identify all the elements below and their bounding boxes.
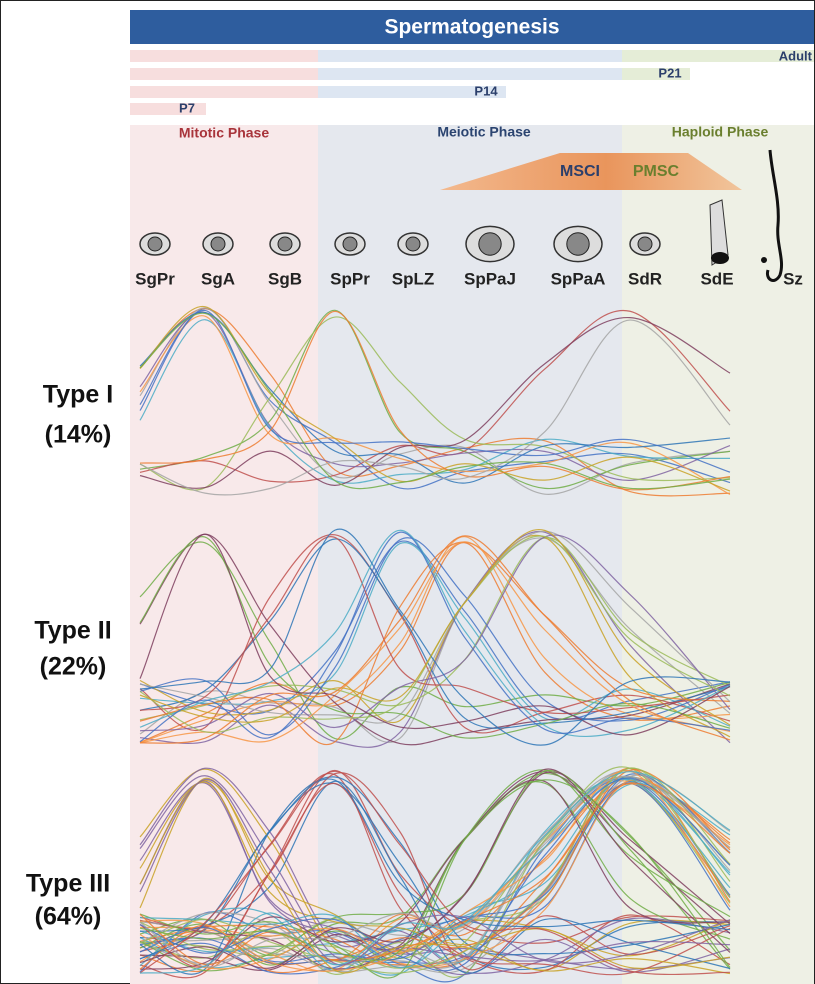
profile-line <box>139 541 731 744</box>
sperm-icon <box>765 149 784 282</box>
profile-line <box>139 309 731 483</box>
profile-line <box>139 309 731 490</box>
title-bar <box>130 10 814 44</box>
profile-line <box>139 306 731 492</box>
cell-body <box>709 199 729 266</box>
profile-line <box>139 777 731 972</box>
profile-line <box>139 768 731 971</box>
cell-nucleus <box>566 232 590 256</box>
title: Spermatogenesis <box>384 16 559 39</box>
profile-line <box>139 537 731 736</box>
profile-line <box>139 542 731 727</box>
phase-label: Meiotic Phase <box>437 124 531 140</box>
group-name: Type I <box>43 381 113 409</box>
profile-line <box>139 769 731 979</box>
cell-label: SgPr <box>135 269 175 288</box>
profile-line <box>139 776 731 975</box>
profile-line <box>139 315 731 495</box>
profile-line <box>139 537 731 743</box>
profile-line <box>139 316 731 491</box>
age-label: P7 <box>179 100 195 115</box>
profile-line <box>139 528 731 726</box>
profile-line <box>139 311 731 481</box>
age-label: P21 <box>658 65 681 80</box>
cell-label: SgB <box>268 269 302 288</box>
profile-line <box>139 534 731 738</box>
profile-line <box>139 770 731 976</box>
profile-line <box>139 531 731 743</box>
profile-line <box>139 772 731 971</box>
age-bars <box>130 50 814 115</box>
profile-line <box>139 772 731 974</box>
cell-label: SdR <box>628 269 662 288</box>
profile-line <box>139 530 731 748</box>
cell-nucleus <box>478 232 502 256</box>
cell-label: SdE <box>700 269 733 288</box>
sperm-head <box>761 257 767 263</box>
profile-line <box>139 312 731 490</box>
age-label: Adult <box>779 48 813 63</box>
cell-icons <box>139 199 729 266</box>
profile-line <box>139 768 731 969</box>
cell-label: Sz <box>783 269 803 288</box>
profile-line <box>139 317 731 489</box>
profile-line <box>139 533 731 736</box>
msci-label: MSCI <box>560 163 600 180</box>
profile-line <box>139 535 731 744</box>
phase-label: Haploid Phase <box>672 124 769 140</box>
profile-line <box>139 528 731 746</box>
profile-line <box>139 782 731 971</box>
cell-label: SpPr <box>330 269 370 288</box>
profile-line <box>139 536 731 715</box>
profile-line <box>139 778 731 969</box>
profile-line <box>139 537 731 721</box>
pmsc-label: PMSC <box>633 163 680 180</box>
cell-nucleus <box>147 236 163 252</box>
profile-line <box>139 776 731 978</box>
cell-nucleus <box>277 236 293 252</box>
profile-line <box>139 782 731 966</box>
phase-label: Mitotic Phase <box>179 125 269 141</box>
profile-line <box>139 782 731 976</box>
profile-line <box>139 778 731 966</box>
group-name: Type III <box>26 870 110 898</box>
profile-line <box>139 780 731 974</box>
cell-label: SpLZ <box>392 269 435 288</box>
cell-nucleus <box>210 236 226 252</box>
profiles <box>139 306 731 983</box>
profile-line <box>139 536 731 739</box>
profile-line <box>139 534 731 732</box>
profile-line <box>139 534 731 734</box>
profile-line <box>139 530 731 724</box>
group-share: (14%) <box>45 421 112 449</box>
cell-nucleus <box>342 236 358 252</box>
profile-line <box>139 319 731 484</box>
profile-line <box>139 319 731 496</box>
cell-label: SgA <box>201 269 235 288</box>
group-name: Type II <box>34 617 111 645</box>
profile-line <box>139 779 731 968</box>
profile-line <box>139 536 731 744</box>
cell-nucleus <box>711 252 729 264</box>
profile-line <box>139 535 731 734</box>
cell-label: SpPaA <box>551 269 606 288</box>
profile-line <box>139 775 731 968</box>
profile-line <box>139 541 731 745</box>
silencing-shape <box>440 153 742 190</box>
profile-line <box>139 771 731 974</box>
profile-line <box>139 778 731 960</box>
profile-line <box>139 533 731 746</box>
cell-nucleus <box>637 236 653 252</box>
group-share: (22%) <box>40 653 107 681</box>
profile-line <box>139 310 731 491</box>
group-share: (64%) <box>35 903 102 931</box>
profile-line <box>139 538 731 729</box>
cell-label: SpPaJ <box>464 269 516 288</box>
profile-line <box>139 529 731 738</box>
age-label: P14 <box>474 83 498 98</box>
profile-line <box>139 309 731 473</box>
cell-nucleus <box>405 236 421 252</box>
